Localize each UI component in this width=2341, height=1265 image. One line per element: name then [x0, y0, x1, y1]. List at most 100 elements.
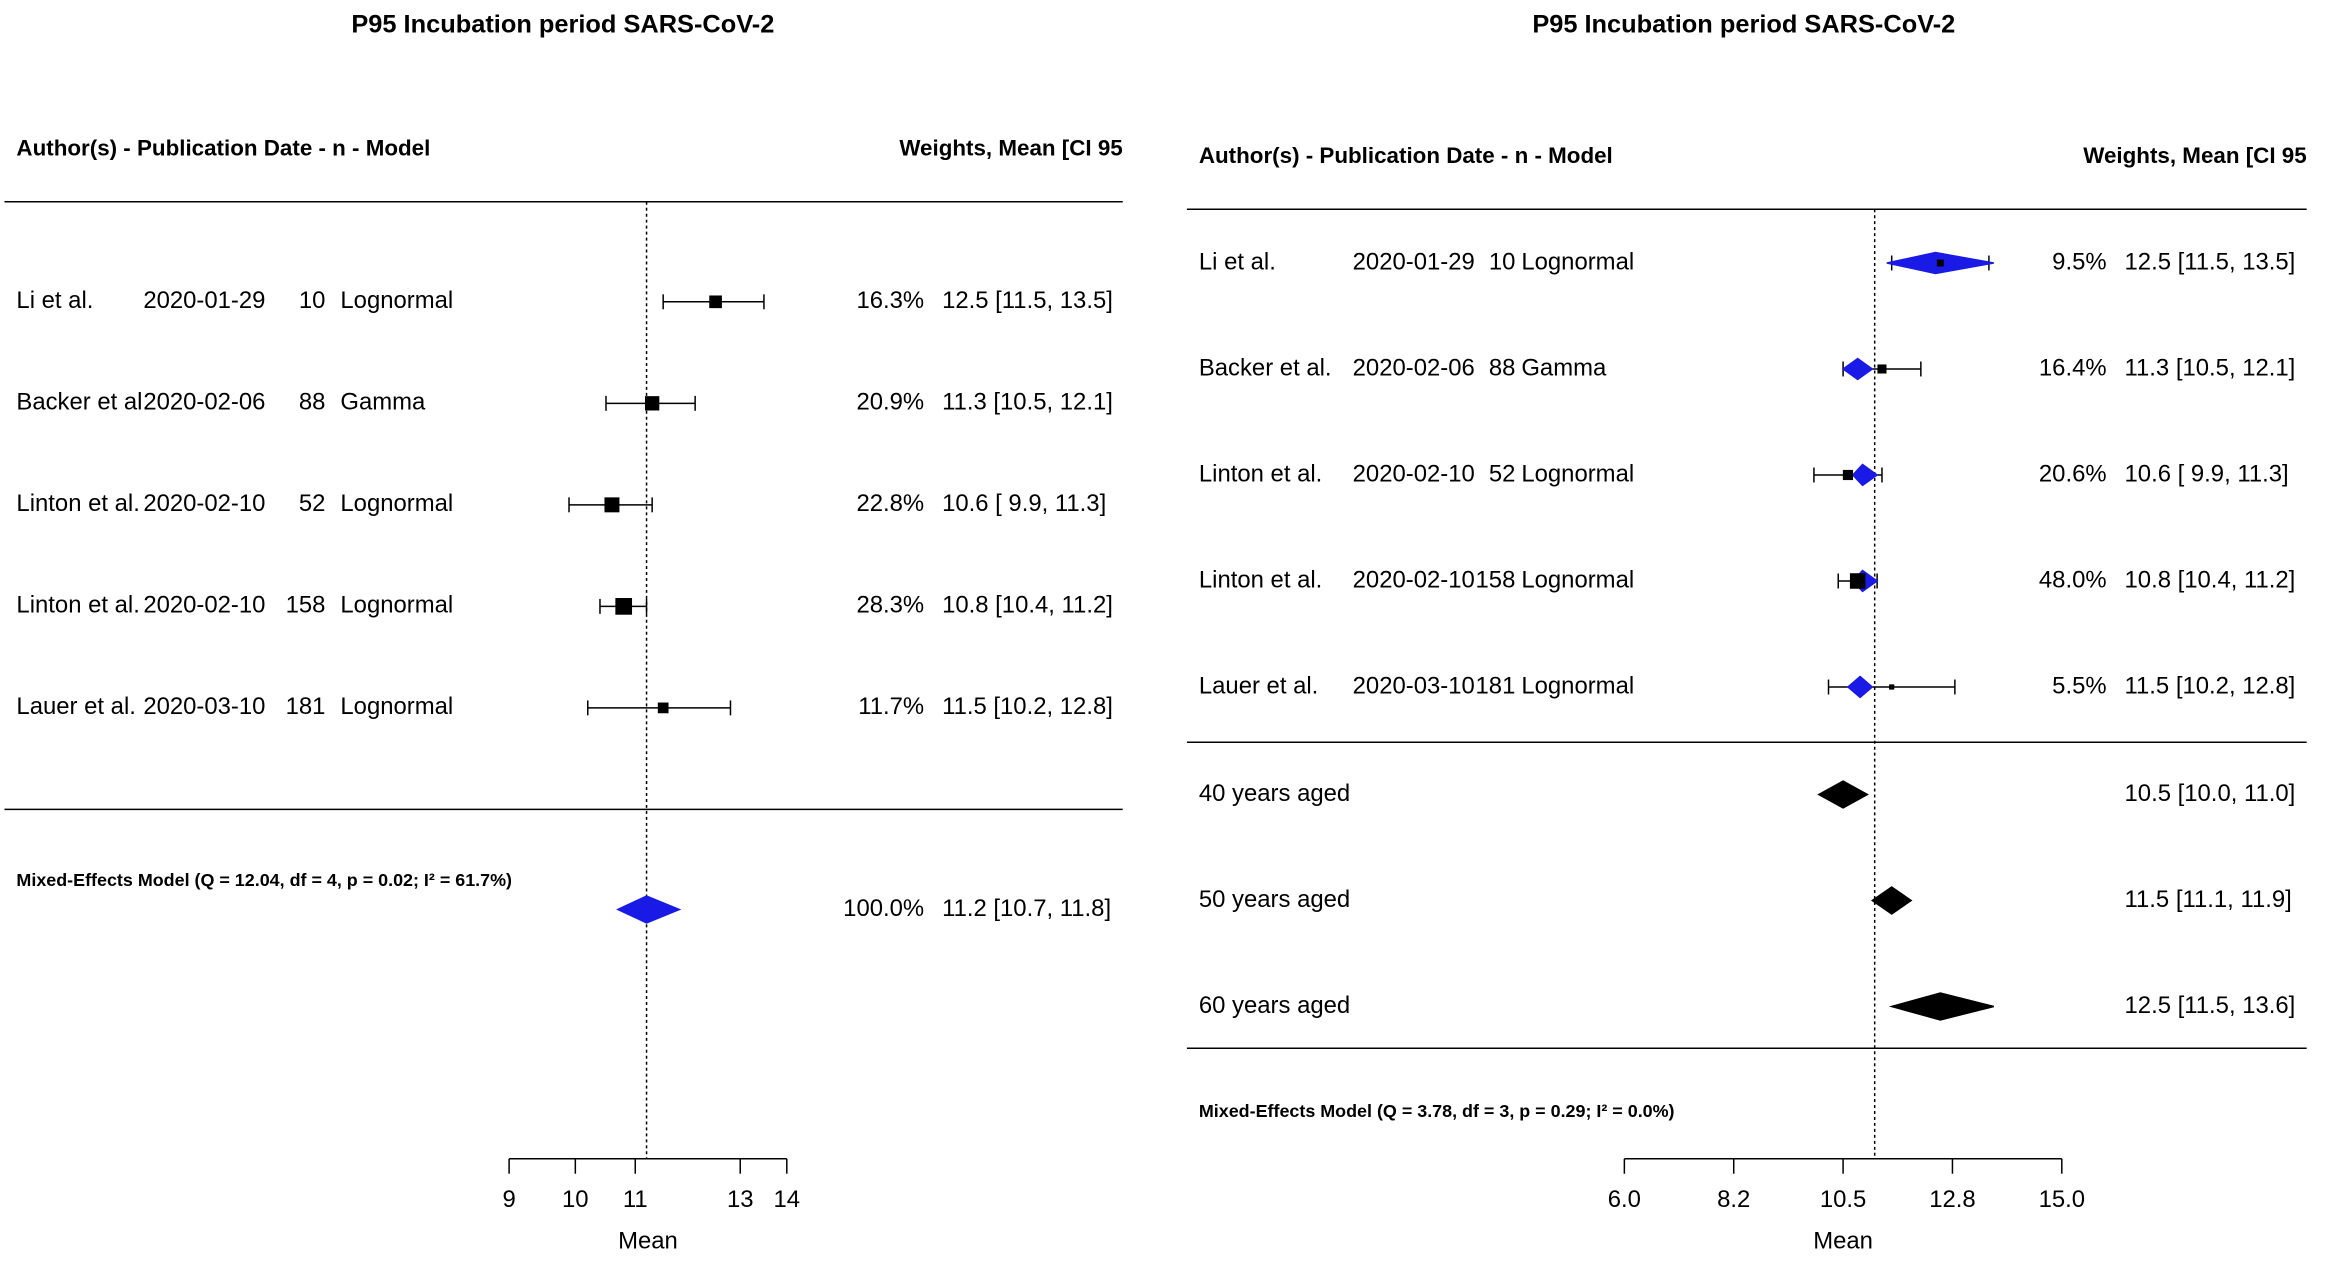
x-axis-label: Mean	[618, 1228, 678, 1255]
study-square	[709, 295, 722, 309]
study-square	[1842, 469, 1854, 481]
fitted-diamond	[1846, 675, 1874, 699]
study-date: 2020-03-10	[143, 693, 265, 720]
study-model: Gamma	[340, 389, 426, 416]
study-n: 158	[1476, 566, 1516, 593]
header-left: Author(s) - Publication Date - n - Model	[1199, 143, 1613, 168]
study-model: Gamma	[1521, 354, 1607, 381]
study-date: 2020-01-29	[1353, 248, 1475, 275]
study-date: 2020-02-10	[1353, 460, 1475, 487]
study-model: Lognormal	[340, 490, 453, 517]
x-tick-label: 8.2	[1717, 1186, 1750, 1213]
study-author: Backer et al.	[16, 389, 149, 416]
study-date: 2020-02-10	[143, 490, 265, 517]
study-author: Linton et al.	[16, 592, 139, 619]
study-author: Backer et al.	[1199, 354, 1332, 381]
subgroup-label: 60 years aged	[1199, 992, 1350, 1019]
study-estimate: 12.5 [11.5, 13.5]	[2125, 248, 2296, 275]
x-tick-label: 10.5	[1820, 1186, 1866, 1213]
x-tick-label: 13	[727, 1186, 754, 1213]
study-square	[1889, 684, 1895, 690]
study-square	[644, 396, 660, 411]
study-n: 88	[299, 389, 326, 416]
study-model: Lognormal	[1521, 460, 1634, 487]
study-estimate: 11.5 [10.2, 12.8]	[942, 693, 1113, 720]
study-n: 88	[1489, 354, 1516, 381]
header-left: Author(s) - Publication Date - n - Model	[16, 135, 430, 160]
study-author: Lauer et al.	[1199, 672, 1318, 699]
subgroup-estimate: 11.5 [11.1, 11.9]	[2125, 886, 2292, 913]
study-weight: 11.7%	[858, 693, 924, 720]
fitted-diamond	[1841, 357, 1874, 381]
study-author: Linton et al.	[1199, 566, 1322, 593]
study-n: 52	[1489, 460, 1516, 487]
study-square	[1877, 364, 1887, 374]
study-estimate: 10.6 [ 9.9, 11.3]	[2125, 460, 2289, 487]
study-model: Lognormal	[1521, 672, 1634, 699]
x-axis-label: Mean	[1813, 1228, 1873, 1255]
study-estimate: 11.3 [10.5, 12.1]	[942, 389, 1113, 416]
subgroup-label: 50 years aged	[1199, 886, 1350, 913]
x-tick-label: 15.0	[2039, 1186, 2085, 1213]
study-model: Lognormal	[340, 592, 453, 619]
study-n: 52	[299, 490, 326, 517]
study-estimate: 10.8 [10.4, 11.2]	[2125, 566, 2296, 593]
study-estimate: 10.6 [ 9.9, 11.3]	[942, 490, 1106, 517]
subgroup-diamond	[1870, 886, 1913, 915]
study-date: 2020-03-10	[1353, 672, 1475, 699]
study-square	[1936, 259, 1944, 267]
study-weight: 9.5%	[2052, 248, 2106, 275]
study-author: Li et al.	[16, 287, 93, 314]
header-right: Weights, Mean [CI 95	[2083, 143, 2306, 168]
subgroup-estimate: 10.5 [10.0, 11.0]	[2125, 780, 2296, 807]
x-tick-label: 14	[774, 1186, 801, 1213]
x-tick-label: 11	[623, 1186, 648, 1213]
study-weight: 20.6%	[2039, 460, 2107, 487]
study-estimate: 11.3 [10.5, 12.1]	[2125, 354, 2296, 381]
study-weight: 5.5%	[2052, 672, 2106, 699]
study-date: 2020-02-10	[1353, 566, 1475, 593]
subgroup-diamond	[1888, 992, 1994, 1021]
x-tick-label: 10	[562, 1186, 589, 1213]
study-date: 2020-02-10	[143, 592, 265, 619]
study-author: Li et al.	[1199, 248, 1276, 275]
subgroup-diamond	[1817, 780, 1869, 809]
fitted-diamond	[1851, 463, 1879, 487]
study-weight: 28.3%	[856, 592, 924, 619]
study-date: 2020-02-06	[1353, 354, 1475, 381]
chart-title: P95 Incubation period SARS-CoV-2	[1532, 10, 1955, 38]
study-weight: 16.4%	[2039, 354, 2107, 381]
study-model: Lognormal	[1521, 566, 1634, 593]
study-n: 181	[1476, 672, 1516, 699]
study-author: Linton et al.	[1199, 460, 1322, 487]
subgroup-estimate: 12.5 [11.5, 13.6]	[2125, 992, 2296, 1019]
study-author: Lauer et al.	[16, 693, 135, 720]
study-square	[615, 598, 633, 615]
study-square	[604, 497, 620, 513]
study-date: 2020-01-29	[143, 287, 265, 314]
chart-title: P95 Incubation period SARS-CoV-2	[351, 10, 774, 38]
study-square	[657, 702, 669, 714]
summary-diamond	[616, 895, 682, 924]
summary-weight: 100.0%	[843, 895, 924, 922]
summary-estimate: 11.2 [10.7, 11.8]	[942, 895, 1111, 922]
subgroup-label: 40 years aged	[1199, 780, 1350, 807]
study-model: Lognormal	[340, 693, 453, 720]
study-weight: 20.9%	[856, 389, 924, 416]
study-estimate: 12.5 [11.5, 13.5]	[942, 287, 1113, 314]
x-tick-label: 12.8	[1929, 1186, 1975, 1213]
model-text: Mixed-Effects Model (Q = 12.04, df = 4, …	[16, 870, 512, 890]
study-weight: 22.8%	[856, 490, 924, 517]
x-tick-label: 9	[502, 1186, 515, 1213]
study-model: Lognormal	[340, 287, 453, 314]
study-weight: 16.3%	[856, 287, 924, 314]
study-author: Linton et al.	[16, 490, 139, 517]
header-right: Weights, Mean [CI 95	[899, 135, 1122, 160]
model-text: Mixed-Effects Model (Q = 3.78, df = 3, p…	[1199, 1101, 1675, 1121]
x-tick-label: 6.0	[1608, 1186, 1641, 1213]
study-model: Lognormal	[1521, 248, 1634, 275]
study-estimate: 10.8 [10.4, 11.2]	[942, 592, 1113, 619]
study-date: 2020-02-06	[143, 389, 265, 416]
